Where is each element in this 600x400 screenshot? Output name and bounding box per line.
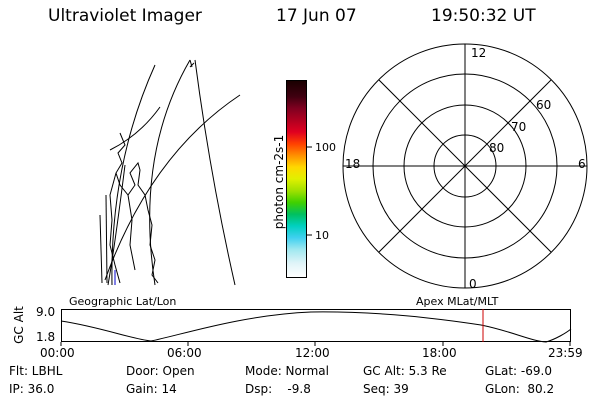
polar-plot (342, 43, 588, 289)
map-meridian (149, 59, 191, 286)
map-meridian (111, 64, 156, 286)
map-edge (99, 214, 103, 284)
map-parallel (109, 106, 161, 151)
altitude-curve (60, 311, 572, 343)
map-tick (189, 59, 195, 68)
lat-label-80: 80 (489, 141, 505, 155)
status-ip: IP: 36.0 (9, 382, 55, 396)
status-mode: Mode: Normal (245, 364, 329, 378)
status-gcalt: GC Alt: 5.3 Re (363, 364, 447, 378)
status-glat: GLat: -69.0 (485, 364, 552, 378)
status-dsp: Dsp: -9.8 (245, 382, 311, 396)
colorbar-tick-label: 100 (315, 141, 336, 154)
colorbar-unit-label: photon cm-2s-1 (272, 134, 286, 230)
date-label: 17 Jun 07 (276, 6, 357, 26)
timeline-tick: 12:00 (295, 346, 330, 360)
time-label: 19:50:32 UT (431, 6, 536, 26)
map-meridian (194, 59, 236, 286)
map-parallel (104, 94, 241, 281)
mlt-label-12: 12 (471, 46, 487, 60)
polar-diagonal (378, 79, 552, 253)
lat-label-70: 70 (511, 120, 527, 134)
map-coastline (127, 194, 136, 271)
colorbar-ticks (306, 146, 312, 236)
colorbar-tick-label: 10 (315, 229, 329, 242)
status-door: Door: Open (126, 364, 195, 378)
mlt-label-6: 6 (578, 157, 586, 171)
mlt-label-0: 0 (469, 277, 477, 291)
timeline-tick: 00:00 (40, 346, 75, 360)
timeline-ylabel: GC Alt (12, 306, 26, 344)
polar-label: Apex MLat/MLT (416, 295, 499, 308)
timeline-ymin: 1.8 (36, 330, 56, 344)
timeline-tick: 23:59 (548, 346, 583, 360)
lat-label-60: 60 (536, 98, 552, 112)
timeline-tick: 18:00 (422, 346, 457, 360)
timeline-tick: 06:00 (167, 346, 202, 360)
map-coastline (115, 132, 159, 284)
mlt-label-18: 18 (345, 157, 361, 171)
map-label: Geographic Lat/Lon (69, 295, 177, 308)
colorbar (286, 80, 307, 278)
status-seq: Seq: 39 (363, 382, 409, 396)
timeline-plot (60, 309, 572, 346)
instrument-title: Ultraviolet Imager (48, 6, 202, 26)
map-parallel (107, 164, 126, 286)
timeline-ymax: 9.0 (36, 305, 56, 319)
map-coastline (109, 172, 121, 284)
status-flt: Flt: LBHL (9, 364, 63, 378)
map-edge (105, 194, 108, 284)
status-glon: GLon: 80.2 (485, 382, 555, 396)
geographic-map (99, 59, 241, 286)
status-gain: Gain: 14 (126, 382, 177, 396)
